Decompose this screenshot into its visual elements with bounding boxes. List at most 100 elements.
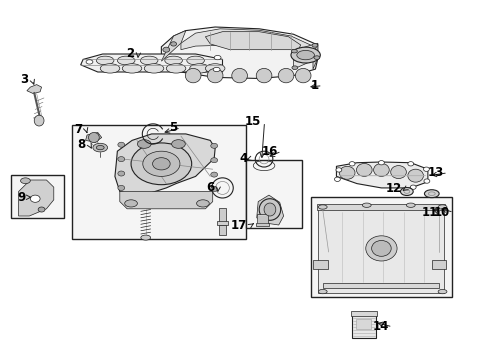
- Ellipse shape: [141, 235, 150, 240]
- Ellipse shape: [164, 56, 182, 65]
- Ellipse shape: [348, 162, 354, 166]
- Polygon shape: [81, 54, 222, 72]
- Ellipse shape: [189, 64, 209, 73]
- Bar: [355, 319, 370, 329]
- Ellipse shape: [437, 205, 446, 209]
- Ellipse shape: [144, 64, 163, 73]
- Polygon shape: [161, 27, 317, 78]
- Text: 5: 5: [168, 121, 177, 134]
- Ellipse shape: [124, 200, 137, 207]
- Text: 7: 7: [74, 123, 82, 136]
- Bar: [310, 197, 451, 297]
- Ellipse shape: [88, 132, 99, 143]
- Ellipse shape: [214, 55, 221, 60]
- Ellipse shape: [406, 203, 414, 207]
- Ellipse shape: [335, 168, 341, 172]
- Ellipse shape: [407, 162, 413, 166]
- Ellipse shape: [171, 140, 185, 148]
- Ellipse shape: [205, 64, 224, 73]
- Polygon shape: [317, 205, 443, 293]
- Ellipse shape: [210, 158, 217, 163]
- Polygon shape: [312, 44, 317, 69]
- Ellipse shape: [371, 240, 390, 256]
- Ellipse shape: [356, 163, 371, 176]
- Ellipse shape: [140, 56, 158, 65]
- Polygon shape: [336, 162, 427, 188]
- Ellipse shape: [207, 68, 223, 83]
- Ellipse shape: [118, 142, 124, 147]
- Ellipse shape: [259, 199, 280, 220]
- Polygon shape: [19, 180, 54, 216]
- Ellipse shape: [373, 163, 388, 176]
- Polygon shape: [85, 132, 102, 142]
- Ellipse shape: [378, 161, 384, 165]
- Ellipse shape: [210, 143, 217, 148]
- Ellipse shape: [142, 151, 180, 176]
- Bar: [257, 214, 267, 224]
- Ellipse shape: [295, 68, 310, 83]
- Ellipse shape: [196, 200, 209, 207]
- Ellipse shape: [163, 47, 169, 52]
- Ellipse shape: [38, 207, 45, 212]
- Ellipse shape: [185, 68, 201, 83]
- Ellipse shape: [424, 190, 438, 198]
- Bar: [245, 160, 302, 228]
- Text: 17: 17: [230, 219, 246, 232]
- Ellipse shape: [278, 68, 293, 83]
- Ellipse shape: [291, 66, 297, 69]
- Ellipse shape: [407, 169, 423, 182]
- Polygon shape: [181, 29, 312, 52]
- Polygon shape: [256, 195, 283, 225]
- Bar: [351, 312, 375, 338]
- Text: 3: 3: [20, 73, 28, 86]
- Ellipse shape: [118, 185, 124, 190]
- Text: 6: 6: [205, 181, 214, 194]
- Ellipse shape: [409, 185, 415, 189]
- Ellipse shape: [334, 177, 340, 181]
- Ellipse shape: [210, 172, 217, 177]
- Ellipse shape: [423, 179, 429, 183]
- Polygon shape: [115, 134, 215, 194]
- Ellipse shape: [131, 143, 191, 185]
- Text: 13: 13: [427, 166, 443, 179]
- Text: 2: 2: [126, 47, 134, 60]
- Text: 16: 16: [261, 145, 277, 158]
- Ellipse shape: [186, 56, 204, 65]
- Text: 10: 10: [433, 206, 449, 219]
- Ellipse shape: [118, 157, 124, 162]
- Ellipse shape: [86, 60, 93, 64]
- Ellipse shape: [152, 158, 170, 170]
- Ellipse shape: [213, 67, 220, 72]
- Ellipse shape: [118, 171, 124, 176]
- Polygon shape: [161, 31, 185, 61]
- Ellipse shape: [210, 186, 217, 192]
- Polygon shape: [316, 204, 444, 210]
- Ellipse shape: [339, 166, 354, 179]
- Ellipse shape: [423, 167, 428, 171]
- Bar: [350, 311, 376, 316]
- Text: 12: 12: [385, 182, 401, 195]
- Ellipse shape: [96, 56, 114, 65]
- Bar: [255, 223, 269, 226]
- Bar: [219, 225, 226, 235]
- Polygon shape: [293, 43, 317, 69]
- Polygon shape: [322, 283, 438, 288]
- Bar: [217, 221, 227, 225]
- Ellipse shape: [290, 47, 320, 63]
- Ellipse shape: [291, 49, 297, 53]
- Ellipse shape: [400, 188, 412, 195]
- Ellipse shape: [100, 64, 120, 73]
- Ellipse shape: [34, 115, 44, 126]
- Ellipse shape: [313, 56, 319, 59]
- Text: 9: 9: [17, 191, 25, 204]
- Ellipse shape: [117, 56, 135, 65]
- Ellipse shape: [20, 178, 30, 184]
- Text: 8: 8: [77, 138, 85, 151]
- Ellipse shape: [170, 42, 176, 46]
- Text: 14: 14: [372, 320, 388, 333]
- Ellipse shape: [30, 195, 40, 202]
- Ellipse shape: [390, 166, 406, 179]
- Polygon shape: [120, 192, 212, 209]
- Ellipse shape: [137, 140, 151, 148]
- Ellipse shape: [311, 44, 317, 47]
